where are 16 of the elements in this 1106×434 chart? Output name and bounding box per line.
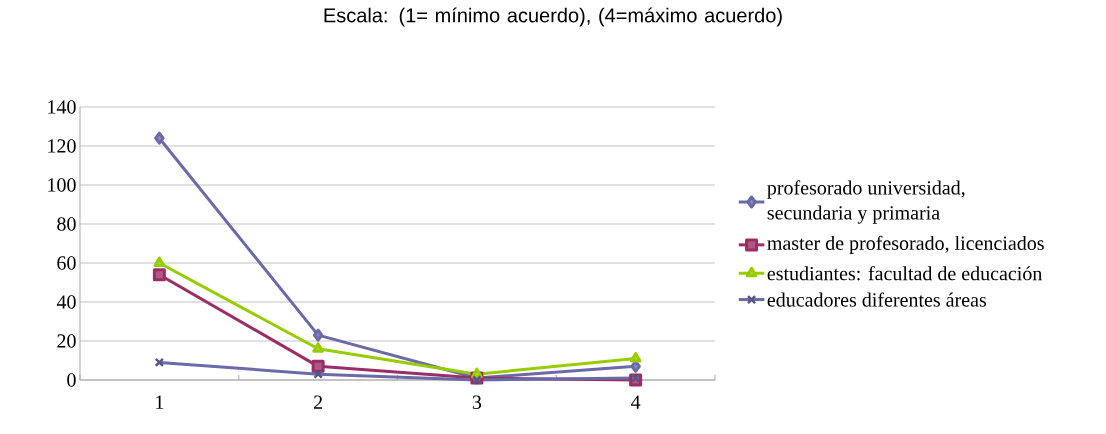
legend-label: educadores diferentes áreas [767, 292, 987, 307]
x-tick-label: 1 [156, 395, 164, 409]
y-tick-label: 140 [48, 100, 76, 114]
y-tick-label: 120 [48, 139, 76, 153]
y-tick-label: 0 [67, 373, 76, 387]
chart-title: Escala: (1= mínimo acuerdo), (4=máximo acuerdo) [324, 7, 782, 27]
y-tick-label: 40 [56, 295, 76, 309]
y-tick-label: 80 [57, 217, 76, 231]
x-tick-label: 2 [314, 395, 323, 409]
legend-label: estudiantes: facultad de educación [767, 266, 1043, 281]
x-tick-label: 4 [631, 395, 641, 409]
y-tick-label: 60 [57, 256, 76, 270]
x-tick-label: 3 [472, 395, 482, 409]
y-tick-label: 20 [57, 334, 76, 348]
legend-label: master de profesorado, licenciados [767, 235, 1044, 255]
y-tick-label: 100 [48, 178, 76, 192]
